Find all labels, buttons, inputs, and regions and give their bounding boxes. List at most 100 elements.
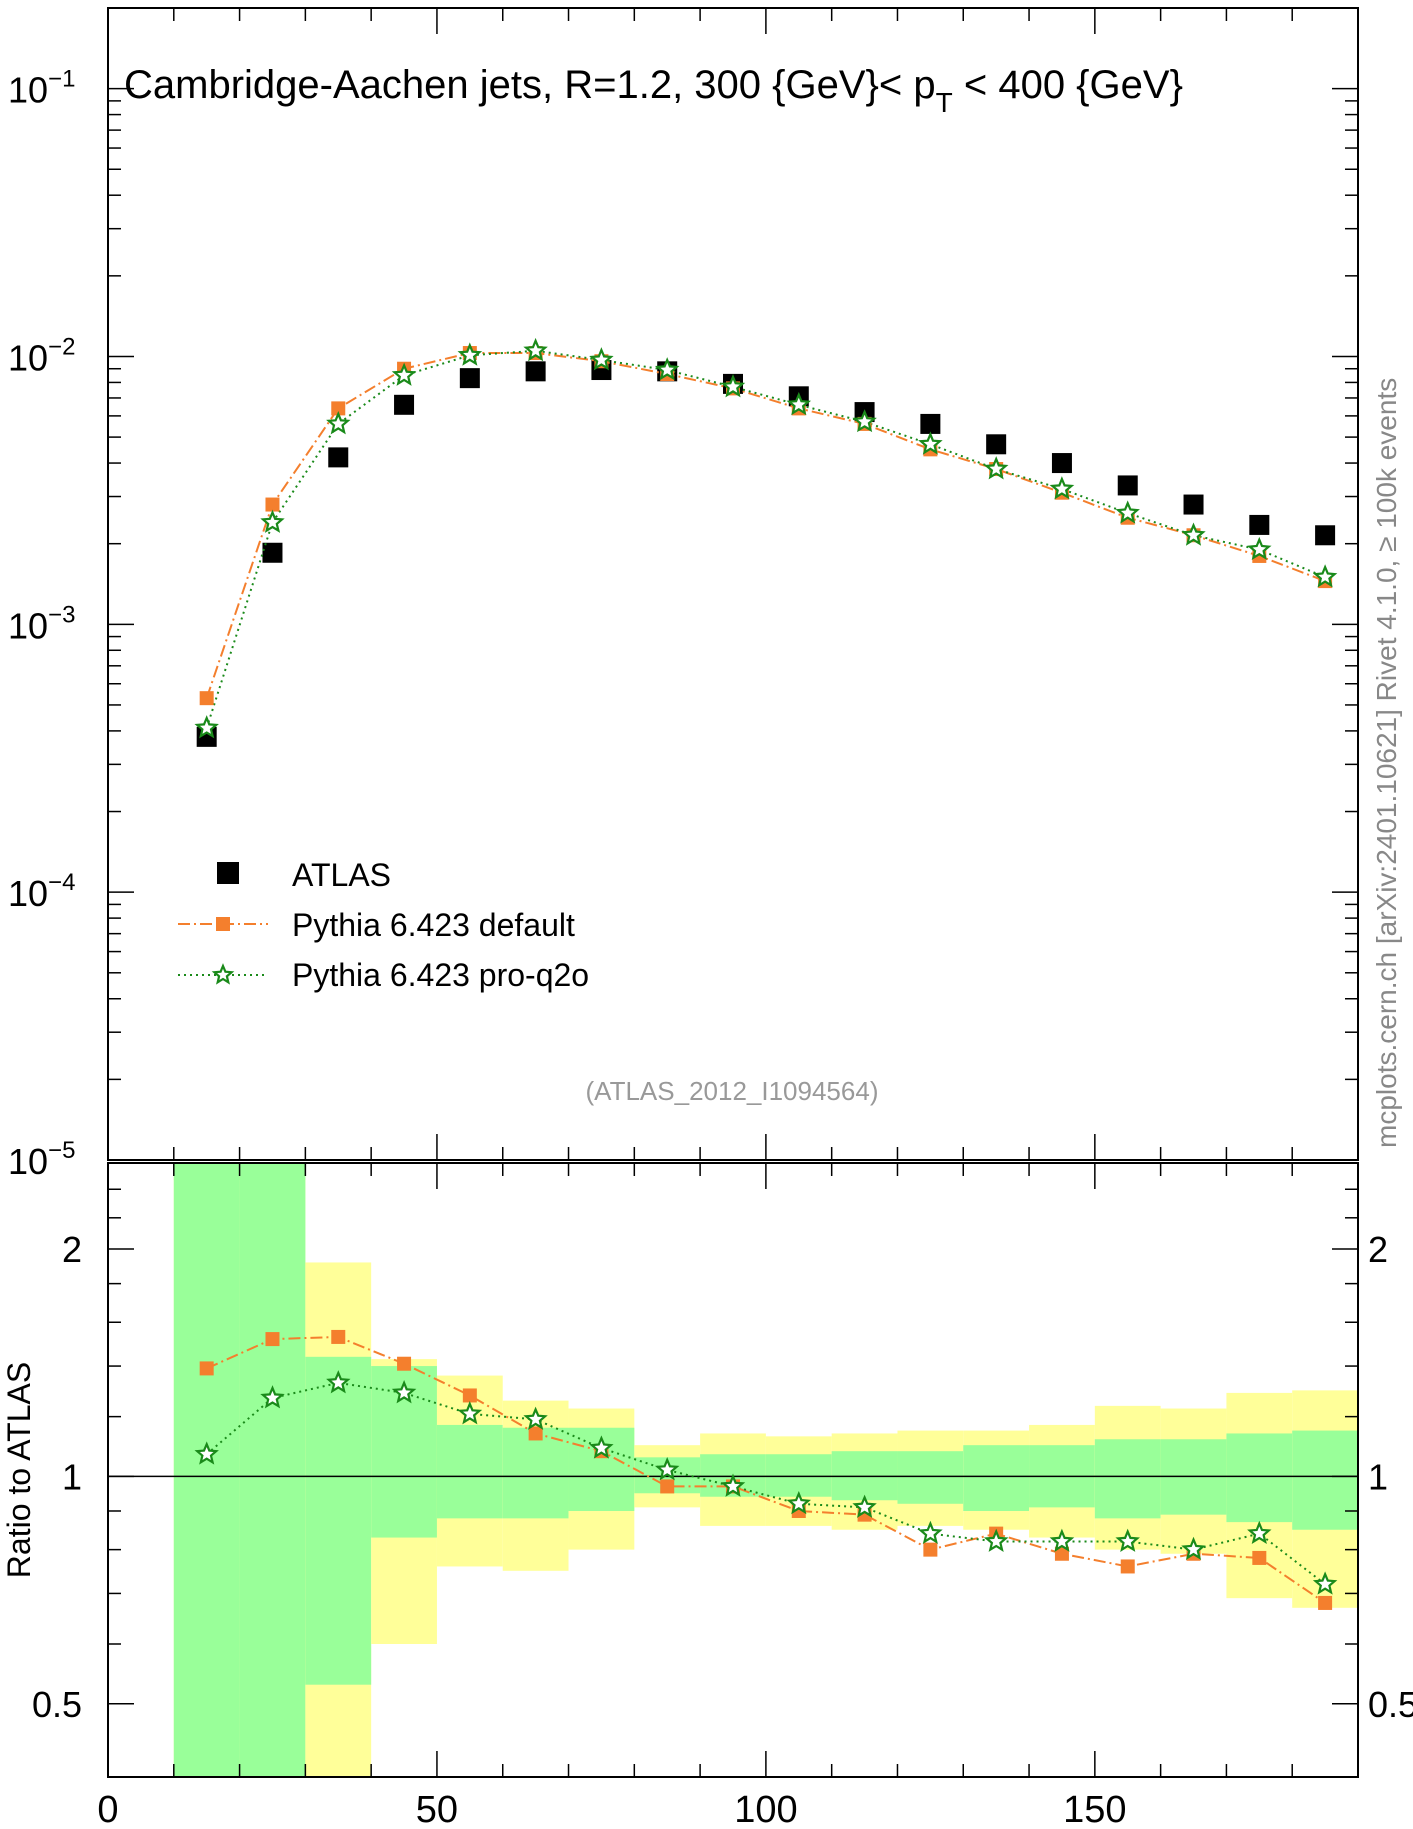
ratio-pythia-proq2o-point [654,1457,680,1481]
legend-marker-pythia-default [216,917,230,931]
ratio-pythia-default-point [397,1356,412,1371]
x-tick-label: 0 [97,1789,118,1829]
ratio-pythia-default-point [265,1332,280,1347]
y-tick-label-ratio: 0.5 [32,1684,82,1725]
pythia-proq2o-point [589,347,614,371]
ratio-pythia-default-point [331,1329,346,1344]
legend-label-atlas: ATLAS [292,857,391,893]
atlas-data-point [1051,453,1072,474]
ratio-pythia-proq2o-point [720,1473,746,1497]
ratio-pythia-proq2o-point [1181,1536,1206,1561]
analysis-annotation: (ATLAS_2012_I1094564) [586,1076,879,1106]
plot-title-main: Cambridge-Aachen jets, R=1.2, 300 {GeV}<… [124,63,936,107]
legend-marker-pythia-proq2o [211,963,235,985]
pythia-default-point [199,691,214,706]
side-provenance-text: mcplots.cern.ch [arXiv:2401.10621] Rivet… [1371,378,1402,1148]
pythia-proq2o-point [1181,522,1206,546]
pythia-proq2o-point [260,509,285,533]
pythia-proq2o-point [391,362,417,386]
atlas-data-point [459,368,480,389]
atlas-data-point [1117,475,1138,496]
tick-labels: 10−1 10−2 10−3 10−4 10−5 2 2 1 1 0.5 0.5 0 50 100 150 [8,66,1413,1829]
ratio-pythia-default-line [206,1335,1326,1604]
x-tick-label: 50 [416,1789,458,1829]
ratio-pythia-proq2o-point [1312,1571,1338,1595]
legend-marker-atlas [217,862,239,884]
pythia-proq2o-point [852,409,877,433]
ratio-pythia-default-point [1252,1550,1267,1565]
plot-title-subscript: T [936,87,953,118]
band-inner-bin [1094,1439,1161,1519]
legend-label-pythia-proq2o: Pythia 6.423 pro-q2o [292,957,589,993]
pythia-proq2o-point [326,411,351,435]
pythia-proq2o-point [1247,536,1272,560]
ratio-pythia-proq2o-point [786,1490,811,1515]
band-inner-bin [1292,1430,1358,1530]
pythia-proq2o-point [1312,564,1338,588]
band-inner-bin [963,1445,1030,1511]
ratio-pythia-proq2o-point [260,1385,285,1409]
ratio-pythia-default-point [660,1479,675,1494]
pythia-proq2o-point [194,715,219,739]
pythia-proq2o-point [983,456,1009,480]
y-tick-label-main: 10−3 [8,601,75,646]
band-inner-bin [1226,1433,1293,1523]
atlas-data-point [394,394,415,415]
ratio-plot-frame [107,1162,1359,1778]
ratio-pythia-proq2o-point [194,1441,219,1465]
x-tick-label: 150 [1063,1789,1126,1829]
pythia-default-line [205,352,1326,699]
atlas-data-point [262,542,283,563]
ratio-series [194,1329,1338,1610]
band-inner-bin [305,1356,372,1685]
band-inner-bin [765,1454,832,1497]
pythia-proq2o-point [786,391,812,416]
atlas-data-point [1315,525,1336,546]
ratio-pythia-default-point [1120,1559,1135,1574]
pythia-proq2o-point [918,431,943,455]
ratio-pythia-default-point [1054,1546,1069,1561]
y-tick-label-main: 10−4 [8,869,75,914]
band-inner-bin [173,1163,240,1777]
band-inner-bin [502,1427,569,1519]
ratio-pythia-default-point [923,1542,938,1557]
pythia-proq2o-point [523,337,548,362]
ratio-pythia-default-point [528,1426,543,1441]
ratio-pythia-default-point [1318,1595,1333,1610]
plot-title: Cambridge-Aachen jets, R=1.2, 300 {GeV}<… [124,63,1183,118]
ratio-pythia-proq2o-point [852,1494,877,1518]
pythia-proq2o-point [720,374,746,398]
pythia-proq2o-point [457,342,483,366]
y-tick-label-ratio-right: 0.5 [1368,1684,1413,1725]
y-tick-label-main: 10−5 [8,1137,75,1182]
ratio-pythia-proq2o-point [523,1406,548,1430]
atlas-data-point [920,413,941,434]
ratio-pythia-proq2o-line [206,1381,1326,1585]
ratio-y-axis-label: Ratio to ATLAS [1,1362,37,1578]
y-tick-label-ratio-right: 2 [1368,1229,1388,1270]
ratio-pythia-proq2o-point [1115,1528,1140,1552]
atlas-data-point [1249,514,1270,535]
ratio-pythia-default-point [462,1388,477,1403]
pythia-proq2o-point [1049,476,1075,500]
ratio-pythia-proq2o-point [589,1435,614,1459]
ratio-pythia-proq2o-point [326,1370,351,1394]
ratio-pythia-proq2o-point [1247,1520,1272,1545]
ratio-pythia-proq2o-point [1049,1528,1075,1552]
axis-ticks [107,7,1359,1777]
legend: ATLAS Pythia 6.423 default Pythia 6.423 … [178,857,589,993]
legend-label-pythia-default: Pythia 6.423 default [292,907,575,943]
atlas-data-point [525,361,546,382]
y-tick-label-ratio-right: 1 [1368,1456,1388,1497]
y-tick-label-main: 10−2 [8,333,75,378]
ratio-pythia-default-point [199,1361,214,1376]
ratio-pythia-proq2o-point [391,1380,417,1404]
main-series [194,337,1338,747]
pythia-default-point [265,497,280,512]
ratio-pythia-proq2o-point [918,1520,943,1545]
ratio-uncertainty-bands [173,1163,1358,1777]
atlas-data-point [1183,494,1204,515]
pythia-proq2o-line [205,349,1326,729]
band-inner-bin [897,1451,964,1504]
main-plot-frame [107,7,1359,1161]
